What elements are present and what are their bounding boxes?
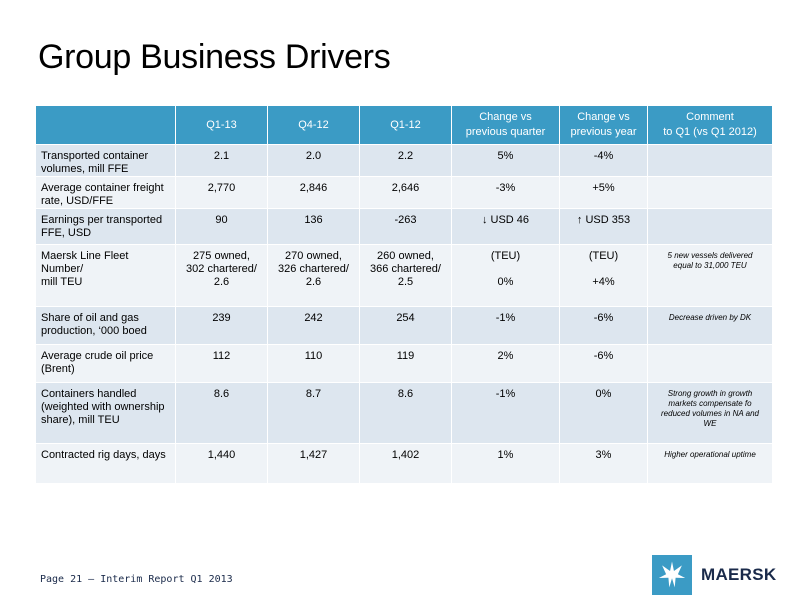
table-row: Maersk Line Fleet Number/ mill TEU 275 o… (35, 244, 773, 307)
cell-change-quarter: 5% (451, 144, 560, 177)
cell-q4-12: 8.7 (267, 382, 360, 444)
cell-comment: 5 new vessels delivered equal to 31,000 … (647, 244, 773, 307)
cell-change-year: (TEU) +4% (559, 244, 648, 307)
cell-q4-12: 270 owned, 326 chartered/ 2.6 (267, 244, 360, 307)
page-title: Group Business Drivers (38, 38, 391, 76)
cell-change-quarter: -1% (451, 382, 560, 444)
cell-change-year: +5% (559, 176, 648, 209)
cell-change-year: -6% (559, 344, 648, 383)
row-label: Contracted rig days, days (35, 443, 176, 484)
table-header-row: Q1-13 Q4-12 Q1-12 Change vs previous qua… (35, 105, 773, 145)
page-footer: Page 21 – Interim Report Q1 2013 (40, 574, 233, 585)
row-label: Share of oil and gas production, ‘000 bo… (35, 306, 176, 345)
header-cell-blank (35, 105, 176, 145)
table-row: Contracted rig days, days 1,440 1,427 1,… (35, 443, 773, 484)
cell-q1-12: 254 (359, 306, 452, 345)
cell-comment (647, 144, 773, 177)
cell-comment (647, 344, 773, 383)
cell-q4-12: 110 (267, 344, 360, 383)
cell-change-quarter: 1% (451, 443, 560, 484)
cell-q1-12: 1,402 (359, 443, 452, 484)
table-row: Transported container volumes, mill FFE … (35, 144, 773, 177)
table-row: Earnings per transported FFE, USD 90 136… (35, 208, 773, 245)
maersk-wordmark: MAERSK (701, 565, 777, 584)
cell-change-year: ↑ USD 353 (559, 208, 648, 245)
row-label: Transported container volumes, mill FFE (35, 144, 176, 177)
cell-change-year: -4% (559, 144, 648, 177)
cell-comment (647, 208, 773, 245)
cell-change-quarter: (TEU) 0% (451, 244, 560, 307)
table-row: Containers handled (weighted with owners… (35, 382, 773, 444)
row-label: Containers handled (weighted with owners… (35, 382, 176, 444)
table-row: Average container freight rate, USD/FFE … (35, 176, 773, 209)
row-label: Average crude oil price (Brent) (35, 344, 176, 383)
header-cell-change-year: Change vs previous year (559, 105, 648, 145)
row-label: Average container freight rate, USD/FFE (35, 176, 176, 209)
cell-q1-12: 2.2 (359, 144, 452, 177)
cell-q4-12: 242 (267, 306, 360, 345)
cell-change-year: 0% (559, 382, 648, 444)
header-cell-change-quarter: Change vs previous quarter (451, 105, 560, 145)
cell-change-quarter: 2% (451, 344, 560, 383)
cell-q1-13: 2.1 (175, 144, 268, 177)
cell-q1-12: 2,646 (359, 176, 452, 209)
cell-q1-13: 112 (175, 344, 268, 383)
row-label: Earnings per transported FFE, USD (35, 208, 176, 245)
cell-q4-12: 136 (267, 208, 360, 245)
table-row: Average crude oil price (Brent) 112 110 … (35, 344, 773, 383)
cell-comment: Decrease driven by DK (647, 306, 773, 345)
table-row: Share of oil and gas production, ‘000 bo… (35, 306, 773, 345)
cell-change-quarter: -1% (451, 306, 560, 345)
header-cell-comment: Comment to Q1 (vs Q1 2012) (647, 105, 773, 145)
cell-comment: Strong growth in growth markets compensa… (647, 382, 773, 444)
cell-q1-12: 260 owned, 366 chartered/ 2.5 (359, 244, 452, 307)
cell-q1-12: 8.6 (359, 382, 452, 444)
cell-change-year: 3% (559, 443, 648, 484)
header-cell-q1-12: Q1-12 (359, 105, 452, 145)
cell-q1-12: -263 (359, 208, 452, 245)
row-label: Maersk Line Fleet Number/ mill TEU (35, 244, 176, 307)
cell-q1-13: 1,440 (175, 443, 268, 484)
cell-q4-12: 2.0 (267, 144, 360, 177)
cell-q4-12: 1,427 (267, 443, 360, 484)
cell-q1-13: 90 (175, 208, 268, 245)
cell-change-year: -6% (559, 306, 648, 345)
cell-q1-12: 119 (359, 344, 452, 383)
cell-change-quarter: -3% (451, 176, 560, 209)
cell-q1-13: 2,770 (175, 176, 268, 209)
cell-q1-13: 275 owned, 302 chartered/ 2.6 (175, 244, 268, 307)
header-cell-q1-13: Q1-13 (175, 105, 268, 145)
cell-change-quarter: ↓ USD 46 (451, 208, 560, 245)
maersk-logo: MAERSK (652, 555, 776, 595)
cell-q1-13: 8.6 (175, 382, 268, 444)
cell-q4-12: 2,846 (267, 176, 360, 209)
business-drivers-table: Q1-13 Q4-12 Q1-12 Change vs previous qua… (35, 105, 773, 484)
cell-comment (647, 176, 773, 209)
seven-pointed-star-icon (652, 555, 692, 595)
cell-q1-13: 239 (175, 306, 268, 345)
header-cell-q4-12: Q4-12 (267, 105, 360, 145)
cell-comment: Higher operational uptime (647, 443, 773, 484)
